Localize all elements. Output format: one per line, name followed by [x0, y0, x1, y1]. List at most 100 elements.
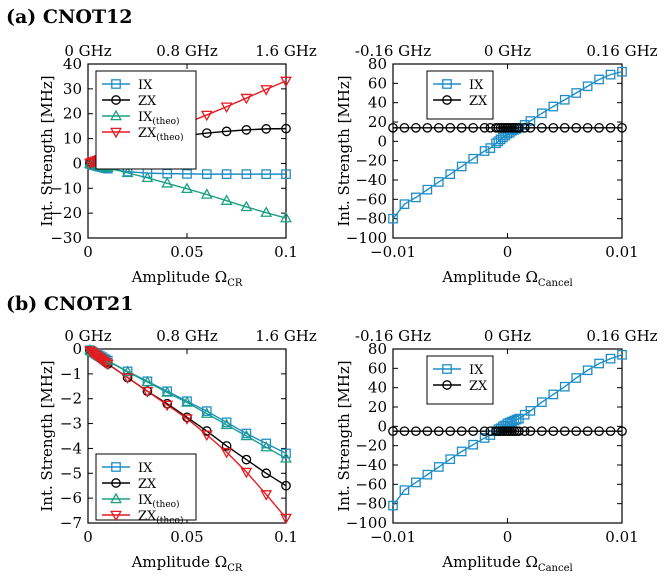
data-point-zx	[536, 122, 547, 133]
top-axis-label: 0.16 GHz	[586, 327, 657, 345]
x-axis-label: Amplitude ΩCancel	[441, 268, 572, 289]
y-tick-label: 0	[72, 340, 82, 358]
data-point-zx-theo	[200, 430, 213, 442]
top-axis-label: -0.16 GHz	[355, 327, 431, 345]
data-point-ix	[411, 477, 421, 488]
data-point-zx	[422, 122, 433, 133]
y-axis-label: Int. Strength [MHz]	[335, 360, 353, 511]
data-point-ix	[525, 406, 536, 416]
series-line-ix-theo	[89, 163, 287, 219]
data-point-ix	[281, 448, 291, 459]
data-point-ix-theo	[161, 386, 174, 397]
y-tick-label: −20	[50, 204, 82, 222]
y-tick-label: −4	[60, 439, 82, 457]
data-point-zx	[201, 128, 212, 138]
data-point-zx-theo	[181, 414, 193, 425]
data-point-zx	[399, 122, 410, 133]
y-axis-label: Int. Strength [MHz]	[335, 75, 353, 226]
top-axis-label: 1.6 GHz	[255, 42, 317, 60]
data-point-ix-theo	[260, 206, 273, 217]
data-point-ix	[261, 169, 272, 179]
data-point-zx	[548, 122, 559, 133]
data-point-ix	[221, 169, 232, 179]
data-point-zx	[433, 122, 444, 133]
data-point-zx-theo	[220, 102, 233, 114]
data-point-ix	[182, 169, 192, 179]
top-axis-label: 0 GHz	[484, 42, 531, 60]
data-point-ix-theo	[240, 429, 253, 441]
data-point-ix	[422, 184, 433, 195]
y-tick-label: 40	[63, 55, 82, 73]
legend-marker-ix	[111, 79, 121, 89]
data-point-zx	[479, 426, 490, 437]
y-tick-label: −7	[60, 514, 82, 532]
data-point-ix	[548, 101, 559, 112]
legend-marker-ix-theo	[110, 109, 122, 121]
data-point-ix-theo	[280, 452, 292, 463]
data-point-ix	[456, 446, 467, 457]
x-tick-label: 0.01	[605, 528, 638, 546]
data-point-ix	[433, 177, 444, 187]
top-axis-label: 0.8 GHz	[156, 327, 218, 345]
data-point-zx-theo	[200, 110, 213, 122]
data-point-zx-theo	[121, 373, 134, 384]
data-point-zx	[388, 426, 398, 437]
y-axis-label: Int. Strength [MHz]	[38, 75, 56, 226]
data-point-ix	[605, 69, 616, 80]
data-point-zx	[411, 426, 421, 437]
data-point-zx	[261, 468, 272, 479]
y-tick-label: 80	[368, 55, 387, 73]
top-axis-label: -0.16 GHz	[355, 42, 431, 60]
data-point-zx	[617, 122, 627, 133]
data-point-zx	[281, 123, 291, 134]
data-point-zx	[388, 122, 398, 133]
y-axis-label: Int. Strength [MHz]	[38, 360, 56, 511]
y-tick-label: −60	[355, 475, 387, 493]
data-point-ix	[582, 365, 593, 376]
series-line-ix	[89, 349, 287, 455]
x-tick-label: 0	[503, 528, 513, 546]
data-point-ix-theo	[161, 176, 174, 188]
data-point-ix	[537, 108, 547, 119]
x-tick-label: −0.01	[370, 243, 416, 261]
y-tick-label: 0	[377, 417, 387, 435]
y-tick-label: −20	[355, 152, 387, 170]
data-point-ix	[388, 213, 398, 224]
data-point-zx	[399, 426, 410, 437]
chart-b-right: −0.01 0 0.01 -0.16 GHz 0 GHz 0.16 GHz −100−80 −…	[335, 327, 658, 574]
data-point-ix	[479, 433, 490, 443]
data-point-ix	[433, 462, 444, 472]
legend-marker-zx	[111, 95, 121, 105]
y-tick-label: −3	[60, 415, 82, 433]
panel-b-title: (b) CNOT21	[6, 293, 134, 315]
data-point-ix-theo	[141, 171, 154, 183]
data-point-zx	[514, 426, 524, 437]
y-tick-label: 80	[368, 340, 387, 358]
data-point-zx-theo	[101, 359, 114, 371]
legend-marker-ix-theo	[110, 492, 122, 504]
legend-label-zx-theo: ZX(theo)	[138, 126, 183, 143]
data-point-ix	[411, 192, 421, 203]
legend-label-zx: ZX	[138, 94, 157, 109]
x-axis-label: Amplitude ΩCancel	[441, 553, 572, 574]
data-point-zx	[525, 122, 536, 133]
x-tick-label: 0	[503, 243, 513, 261]
y-tick-label: −40	[355, 171, 387, 189]
data-point-ix	[456, 161, 467, 172]
x-tick-label: −0.01	[370, 528, 416, 546]
legend-marker-ix	[442, 364, 452, 374]
y-tick-label: 20	[368, 398, 387, 416]
y-tick-label: 0	[72, 154, 82, 172]
legend-label-ix-theo: IX(theo)	[138, 493, 180, 510]
data-point-ix	[445, 169, 456, 180]
data-point-ix-theo	[220, 418, 233, 430]
data-point-ix	[281, 169, 291, 179]
data-point-ix-theo	[181, 182, 193, 194]
data-point-zx-theo	[260, 490, 273, 501]
data-point-zx	[479, 122, 490, 133]
data-point-zx	[221, 126, 232, 137]
x-tick-label: 0.05	[170, 243, 203, 261]
legend-label-zx: ZX	[469, 379, 488, 394]
data-point-zx	[261, 124, 272, 134]
